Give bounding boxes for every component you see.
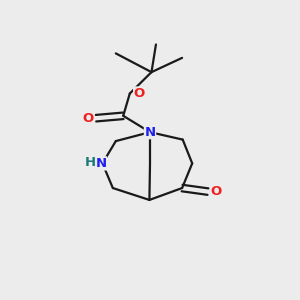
Text: O: O <box>83 112 94 125</box>
Text: N: N <box>144 126 156 139</box>
Text: O: O <box>211 185 222 198</box>
Text: H: H <box>84 156 95 169</box>
Text: N: N <box>95 157 106 170</box>
Text: O: O <box>134 87 145 100</box>
